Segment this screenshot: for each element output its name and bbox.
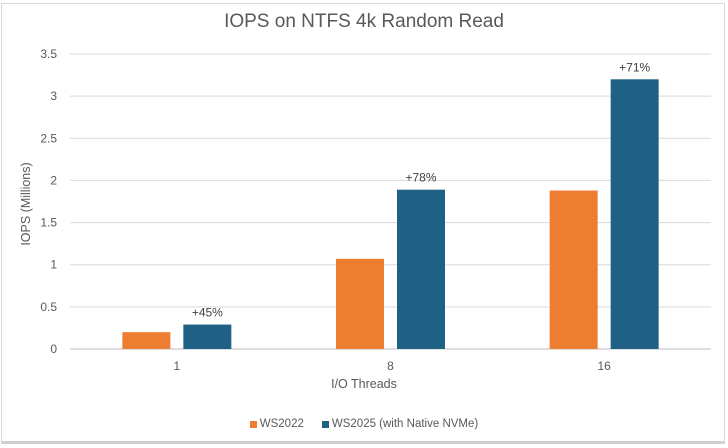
legend-swatch-blue [321,420,329,428]
chart-frame [1,3,725,444]
legend-swatch-orange [249,420,257,428]
y-tick-label: 0.5 [40,300,57,314]
y-tick-label: 3.5 [40,47,57,61]
y-tick-label: 1 [50,258,57,272]
y-tick-label: 3 [50,89,57,103]
bar-annotation: +45% [192,306,223,320]
x-tick-label: 8 [387,359,394,373]
bar-ws2025 [397,189,445,349]
legend-label: WS2022 [259,418,304,430]
bar-annotation: +71% [619,60,650,74]
x-tick-label: 1 [173,359,180,373]
x-tick-label: 16 [597,359,611,373]
y-tick-label: 2 [50,173,57,187]
bar-ws2025 [610,79,659,350]
y-tick-label: 1.5 [40,216,57,230]
bar-annotation: +78% [405,171,436,185]
bar-ws2022 [122,332,171,349]
y-tick-label: 2.5 [40,131,57,145]
legend-label: WS2025 (with Native NVMe) [331,418,479,430]
bar-ws2022 [336,258,384,349]
bar-ws2022 [549,190,598,349]
y-tick-label: 0 [50,342,57,356]
x-axis-label: I/O Threads [331,377,397,391]
legend: WS2022 WS2025 (with Native NVMe) [0,418,728,430]
bar-ws2025 [183,324,232,349]
legend-item-ws2022: WS2022 [249,418,304,430]
legend-item-ws2025: WS2025 (with Native NVMe) [321,418,479,430]
chart-title: IOPS on NTFS 4k Random Read [224,11,504,32]
